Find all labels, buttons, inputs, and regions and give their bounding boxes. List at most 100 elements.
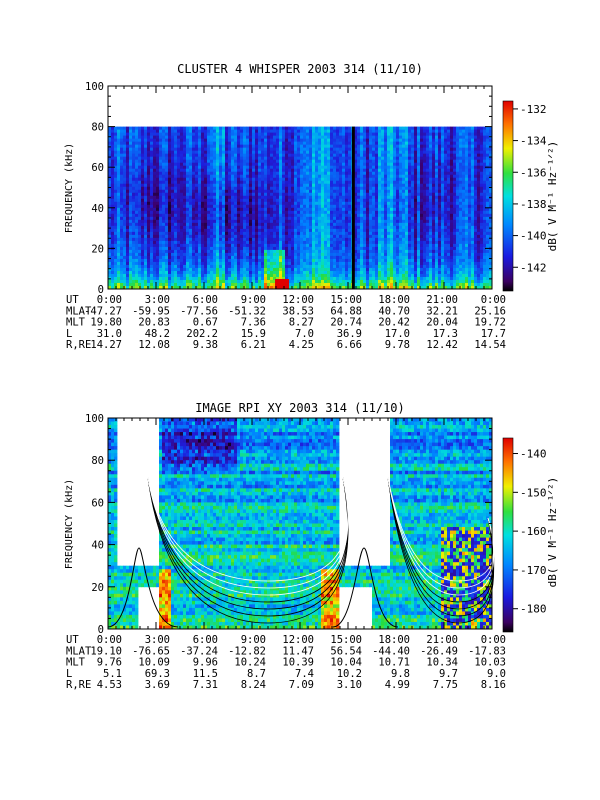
y-tick-label: 100 (85, 81, 104, 93)
ephemeris-value: -12.82 (228, 645, 266, 657)
ephemeris-value: 17.7 (481, 328, 506, 340)
y-tick-label: 100 (85, 413, 104, 425)
colorbar-tick-label: -180 (520, 603, 547, 616)
ephemeris-value: 3.10 (337, 679, 362, 691)
ephemeris-value: 8.7 (247, 668, 266, 680)
x-axis (107, 418, 493, 629)
ephemeris-value: 15:00 (330, 294, 362, 306)
ephemeris-value: 4.99 (385, 679, 410, 691)
ephemeris-value: 10.24 (234, 657, 266, 669)
ephemeris-value: 9:00 (241, 294, 266, 306)
panel-cluster: CLUSTER 4 WHISPER 2003 314 (11/10) 0 20 40… (64, 62, 559, 351)
ephemeris-value: 31.0 (97, 328, 122, 340)
x-axis (107, 86, 493, 289)
ephemeris-value: 3:00 (145, 294, 170, 306)
ephemeris-value: 12.42 (426, 339, 458, 351)
spectrogram (108, 418, 493, 630)
ephemeris-value: 19.80 (90, 317, 122, 329)
y-tick-label: 20 (91, 582, 104, 594)
y-tick-label: 20 (91, 243, 104, 255)
ephemeris-value: 9:00 (241, 634, 266, 646)
ephemeris-value: 3.69 (145, 679, 170, 691)
ephemeris-row-label: L (66, 668, 72, 680)
y-axis: 0 20 40 60 80 100 (85, 81, 492, 296)
ephemeris-value: 40.70 (378, 305, 410, 317)
colorbar-label: dB( V M⁻¹ Hz⁻¹ᐟ²) (546, 141, 559, 252)
ephemeris-value: 7.36 (241, 317, 266, 329)
ephemeris-value: 9.8 (391, 668, 410, 680)
ephemeris-value: 9.0 (487, 668, 506, 680)
colorbar-tick-label: -140 (520, 448, 547, 461)
ephemeris-value: 7.75 (433, 679, 458, 691)
ephemeris-value: -77.56 (180, 305, 218, 317)
colorbar-tick-label: -134 (520, 135, 547, 148)
y-tick-label: 80 (91, 455, 104, 467)
ephemeris-value: 9.76 (97, 657, 122, 669)
ephemeris-value: 14.27 (90, 339, 122, 351)
colorbar-tick-label: -140 (520, 230, 547, 243)
ephemeris-table: UT 0:00 3:00 6:00 9:00 12:00 15:00 18:00 21:00 0:… (66, 634, 506, 691)
ephemeris-value: 10.2 (337, 668, 362, 680)
ephemeris-value: -59.95 (132, 305, 170, 317)
ephemeris-value: 4.53 (97, 679, 122, 691)
ephemeris-value: 20.74 (330, 317, 362, 329)
ephemeris-value: 6:00 (193, 634, 218, 646)
ephemeris-value: 25.16 (474, 305, 506, 317)
y-tick-label: 40 (91, 203, 104, 215)
ephemeris-value: 69.3 (145, 668, 170, 680)
ephemeris-value: 8.24 (241, 679, 266, 691)
ephemeris-table: UT 0:00 3:00 6:00 9:00 12:00 15:00 18:00 21:00 0:… (66, 294, 506, 351)
ephemeris-value: 8.27 (289, 317, 314, 329)
y-tick-label: 0 (98, 624, 104, 636)
ephemeris-value: 6.66 (337, 339, 362, 351)
ephemeris-value: 6.21 (241, 339, 266, 351)
y-tick-label: 60 (91, 162, 104, 174)
ephemeris-value: 19.72 (474, 317, 506, 329)
ephemeris-value: 0:00 (97, 634, 122, 646)
ephemeris-value: 202.2 (186, 328, 218, 340)
ephemeris-value: 5.1 (103, 668, 122, 680)
ephemeris-value: 64.88 (330, 305, 362, 317)
ephemeris-value: 12.08 (138, 339, 170, 351)
spectrogram (108, 86, 493, 290)
ephemeris-value: 19.10 (90, 645, 122, 657)
chart-title: IMAGE RPI XY 2003 314 (11/10) (195, 401, 405, 415)
ephemeris-value: -47.27 (84, 305, 122, 317)
ephemeris-value: 6:00 (193, 294, 218, 306)
ephemeris-value: 15:00 (330, 634, 362, 646)
trace-curves (107, 477, 495, 628)
ephemeris-value: 21:00 (426, 294, 458, 306)
ephemeris-value: -44.40 (372, 645, 410, 657)
ephemeris-value: 0:00 (481, 294, 506, 306)
ephemeris-value: 12:00 (282, 634, 314, 646)
ephemeris-value: 14.54 (474, 339, 506, 351)
ephemeris-value: 17.0 (385, 328, 410, 340)
ephemeris-value: 18:00 (378, 294, 410, 306)
y-axis: 0 20 40 60 80 100 (85, 413, 492, 636)
ephemeris-row-label: R,RE (66, 339, 91, 351)
y-tick-label: 60 (91, 497, 104, 509)
ephemeris-row-label: MLT (66, 317, 86, 329)
y-axis-label: FREQUENCY (kHz) (64, 143, 75, 233)
ephemeris-row-label: UT (66, 294, 79, 306)
ephemeris-value: 48.2 (145, 328, 170, 340)
ephemeris-row-label: UT (66, 634, 79, 646)
ephemeris-value: 10.04 (330, 657, 362, 669)
ephemeris-value: 0.67 (193, 317, 218, 329)
panel-image-rpi: IMAGE RPI XY 2003 314 (11/10) 0 20 40 60 80 1… (64, 401, 559, 691)
y-tick-label: 80 (91, 122, 104, 134)
ephemeris-value: 10.39 (282, 657, 314, 669)
ephemeris-value: 36.9 (337, 328, 362, 340)
y-tick-label: 0 (98, 284, 104, 296)
ephemeris-value: -51.32 (228, 305, 266, 317)
ephemeris-value: 21:00 (426, 634, 458, 646)
ephemeris-row-label: MLAT (66, 305, 92, 317)
ephemeris-value: 3:00 (145, 634, 170, 646)
colorbar-tick-label: -138 (520, 198, 547, 211)
colorbar-tick-label: -142 (520, 261, 547, 274)
ephemeris-value: 32.21 (426, 305, 458, 317)
ephemeris-value: 9.96 (193, 657, 218, 669)
colorbar-label: dB( V M⁻¹ Hz⁻¹ᐟ²) (546, 477, 559, 588)
ephemeris-value: 10.09 (138, 657, 170, 669)
